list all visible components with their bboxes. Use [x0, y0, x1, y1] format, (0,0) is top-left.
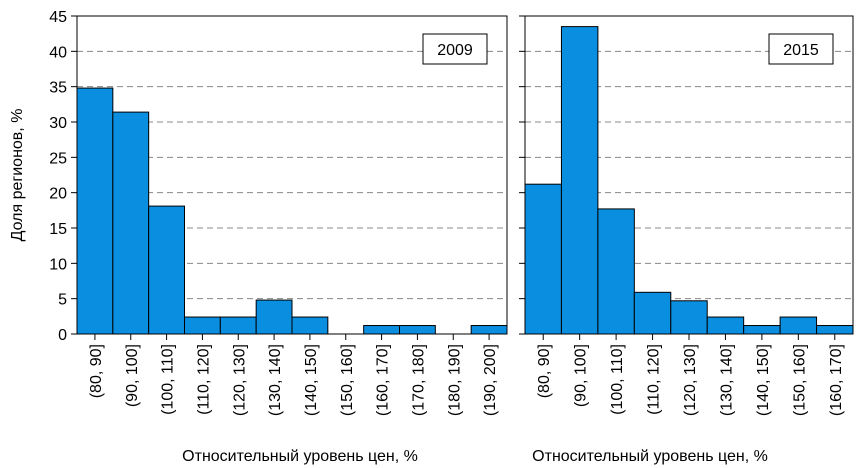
bar	[363, 325, 400, 335]
y-tick-label: 0	[58, 327, 67, 344]
bar	[148, 205, 186, 335]
x-tick-label: (90, 100]	[573, 344, 590, 407]
annotation-box	[422, 33, 488, 65]
y-tick-label: 15	[49, 221, 67, 238]
bar	[706, 316, 745, 335]
annotation-box	[768, 33, 834, 65]
x-tick-label: (80, 90]	[536, 344, 553, 398]
x-tick-label: (140, 150]	[755, 344, 772, 416]
annotation: 2015	[783, 42, 819, 59]
x-tick-label: (120, 130]	[231, 344, 248, 416]
plot-frame	[76, 15, 508, 335]
x-axis-label: Относительный уровень цен, %	[532, 448, 768, 465]
bar	[779, 316, 818, 335]
x-tick-label: (190, 200]	[482, 344, 499, 416]
x-tick-label: (130, 140]	[267, 344, 284, 416]
x-tick-label: (180, 190]	[446, 344, 463, 416]
y-tick-label: 40	[49, 44, 67, 61]
x-tick-label: (110, 120]	[646, 344, 663, 415]
x-tick-label: (160, 170]	[828, 344, 845, 416]
plot-frame	[524, 15, 854, 335]
x-tick-label: (110, 120]	[195, 344, 212, 415]
bar	[524, 183, 562, 335]
annotation: 2009	[437, 42, 473, 59]
bar	[816, 325, 854, 335]
y-axis-label: Доля регионов, %	[9, 109, 26, 242]
y-tick-label: 35	[49, 80, 67, 97]
x-tick-label: (80, 90]	[88, 344, 105, 398]
y-tick-label: 45	[49, 9, 67, 26]
bar	[670, 300, 708, 335]
x-tick-label: (100, 110]	[609, 344, 626, 415]
x-tick-label: (160, 170]	[375, 344, 392, 416]
bar	[560, 26, 599, 335]
y-tick-label: 10	[49, 256, 67, 273]
x-tick-label: (140, 150]	[303, 344, 320, 416]
x-tick-label: (100, 110]	[160, 344, 177, 415]
y-tick-label: 5	[58, 292, 67, 309]
bar	[219, 316, 257, 335]
x-tick-label: (130, 140]	[718, 344, 735, 416]
y-tick-label: 25	[49, 150, 67, 167]
y-tick-label: 20	[49, 186, 67, 203]
x-tick-label: (90, 100]	[124, 344, 141, 407]
bar	[597, 208, 635, 335]
bar	[184, 316, 221, 335]
bar	[743, 325, 781, 335]
x-axis-label: Относительный уровень цен, %	[182, 448, 418, 465]
x-tick-label: (170, 180]	[410, 344, 427, 416]
bar	[470, 325, 508, 335]
y-tick-label: 30	[49, 115, 67, 132]
bar	[633, 291, 672, 335]
x-tick-label: (150, 160]	[791, 344, 808, 416]
bar	[255, 299, 293, 335]
bar	[399, 325, 436, 335]
bar	[112, 111, 150, 335]
bar	[76, 87, 114, 335]
x-tick-label: (120, 130]	[682, 344, 699, 416]
x-tick-label: (150, 160]	[339, 344, 356, 416]
bar	[291, 316, 329, 335]
